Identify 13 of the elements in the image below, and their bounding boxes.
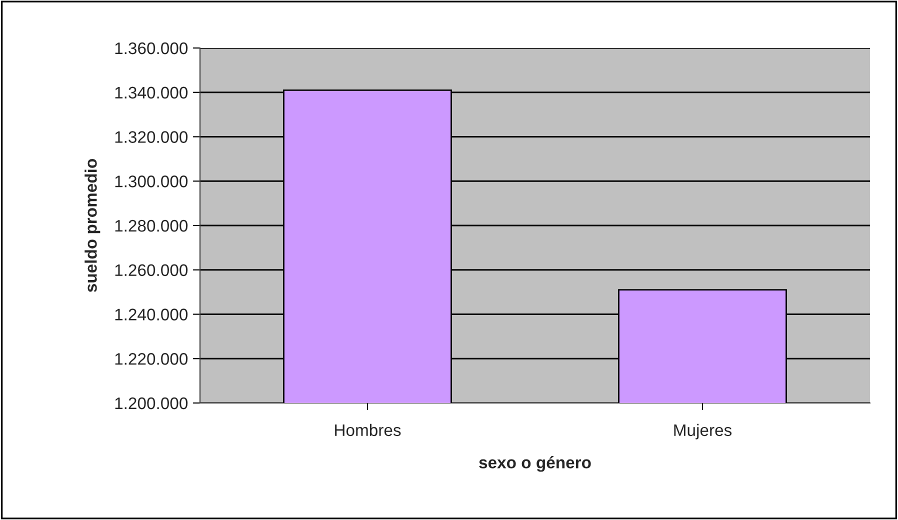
y-axis-title: sueldo promedio xyxy=(84,159,100,292)
y-tick-label: 1.200.000 xyxy=(115,397,188,410)
y-tick-label: 1.360.000 xyxy=(115,42,188,54)
y-tick-label: 1.340.000 xyxy=(115,86,188,99)
y-tick-label: 1.240.000 xyxy=(115,308,188,320)
y-tick-label: 1.280.000 xyxy=(115,220,188,232)
y-tick-label: 1.220.000 xyxy=(115,353,188,365)
y-tick-label: 1.260.000 xyxy=(115,264,188,276)
y-tick-label: 1.320.000 xyxy=(115,131,188,143)
x-axis-title: sexo o género xyxy=(479,456,591,472)
x-tick-label: Mujeres xyxy=(674,424,732,440)
x-tick-label: Hombres xyxy=(335,424,401,436)
y-tick-label: 1.300.000 xyxy=(115,176,188,188)
